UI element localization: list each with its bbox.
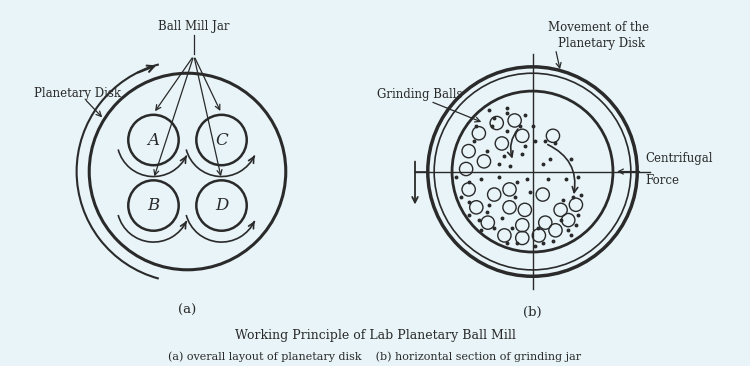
Text: B: B [147, 197, 160, 214]
Text: Ball Mill Jar: Ball Mill Jar [158, 20, 230, 33]
Text: (a): (a) [178, 304, 196, 317]
Text: Planetary Disk: Planetary Disk [34, 87, 121, 100]
Text: D: D [214, 197, 228, 214]
Text: Force: Force [645, 174, 679, 187]
Text: Planetary Disk: Planetary Disk [558, 37, 645, 51]
Text: Centrifugal: Centrifugal [645, 152, 712, 165]
Text: (b): (b) [524, 306, 542, 319]
Text: A: A [148, 131, 160, 149]
Text: Working Principle of Lab Planetary Ball Mill: Working Principle of Lab Planetary Ball … [235, 329, 515, 343]
Text: C: C [215, 131, 228, 149]
Text: Movement of the: Movement of the [548, 21, 649, 34]
Text: (a) overall layout of planetary disk    (b) horizontal section of grinding jar: (a) overall layout of planetary disk (b)… [169, 351, 581, 362]
Text: Grinding Balls: Grinding Balls [376, 89, 462, 101]
